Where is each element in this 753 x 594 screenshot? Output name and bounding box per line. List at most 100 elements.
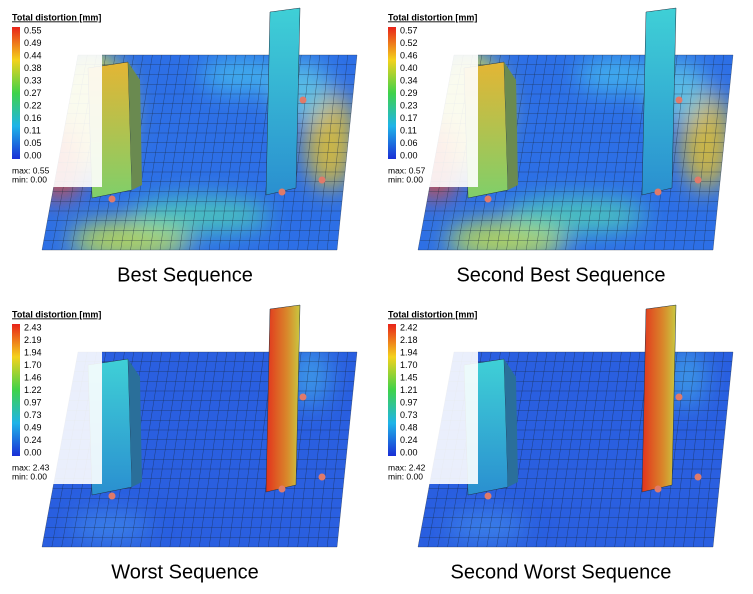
distortion-spot xyxy=(200,57,280,93)
caption: Best Sequence xyxy=(117,264,253,286)
panel: Total distortion [mm] 0.57 0.52 0.46 0.40 0.3… xyxy=(386,7,734,286)
weld-point xyxy=(654,485,662,493)
scale-label: 0.48 xyxy=(400,422,418,432)
scale-label: 0.17 xyxy=(400,113,418,123)
scale-label: 0.00 xyxy=(24,150,42,160)
legend-bg xyxy=(386,309,478,484)
max-label: max: 0.55 xyxy=(12,165,50,175)
weld-point xyxy=(484,492,492,500)
scale-label: 0.24 xyxy=(400,435,418,445)
scale-label: 1.70 xyxy=(24,360,42,370)
min-label: min: 0.00 xyxy=(388,174,423,184)
scale-label: 0.40 xyxy=(400,63,418,73)
scale-label: 0.16 xyxy=(24,113,42,123)
legend-title: Total distortion [mm] xyxy=(388,309,477,319)
wall-right xyxy=(641,7,677,196)
scale-label: 0.11 xyxy=(24,125,41,135)
scale-label: 0.44 xyxy=(24,50,42,60)
weld-point xyxy=(654,188,662,196)
wall-left-side xyxy=(504,359,518,487)
weld-point xyxy=(675,96,683,104)
scale-label: 0.27 xyxy=(24,88,42,98)
scale-label: 0.97 xyxy=(400,397,418,407)
scale-label: 0.00 xyxy=(400,150,418,160)
legend-title: Total distortion [mm] xyxy=(12,12,101,22)
distortion-spot xyxy=(446,512,526,542)
legend-bg xyxy=(10,12,102,187)
scale-label: 1.46 xyxy=(24,372,42,382)
scale-label: 0.11 xyxy=(400,125,417,135)
caption: Second Best Sequence xyxy=(456,264,665,286)
scale-label: 1.21 xyxy=(400,385,418,395)
max-label: max: 2.42 xyxy=(388,462,426,472)
weld-point xyxy=(484,195,492,203)
weld-point xyxy=(278,485,286,493)
weld-point xyxy=(108,195,116,203)
weld-point xyxy=(318,473,326,481)
wall-left-side xyxy=(504,62,518,190)
min-label: min: 0.00 xyxy=(388,471,423,481)
scale-label: 0.49 xyxy=(24,38,42,48)
weld-point xyxy=(318,176,326,184)
scale-label: 1.94 xyxy=(24,347,42,357)
wall-left-side xyxy=(128,62,142,190)
scale-label: 1.45 xyxy=(400,372,418,382)
scale-label: 0.52 xyxy=(400,38,418,48)
scale-label: 0.06 xyxy=(400,138,418,148)
max-label: max: 0.57 xyxy=(388,165,426,175)
scale-label: 0.23 xyxy=(400,100,418,110)
scale-label: 0.46 xyxy=(400,50,418,60)
caption: Worst Sequence xyxy=(111,561,259,583)
scale-label: 0.49 xyxy=(24,422,42,432)
distortion-spot xyxy=(130,197,270,233)
distortion-spot xyxy=(70,512,150,542)
color-scale xyxy=(12,27,20,159)
legend-bg xyxy=(386,12,478,187)
scale-label: 0.05 xyxy=(24,138,42,148)
color-scale xyxy=(388,27,396,159)
weld-point xyxy=(299,96,307,104)
scale-label: 2.42 xyxy=(400,322,418,332)
scale-label: 0.73 xyxy=(24,410,42,420)
min-label: min: 0.00 xyxy=(12,174,47,184)
scale-label: 1.22 xyxy=(24,385,42,395)
scale-label: 0.34 xyxy=(400,75,418,85)
scale-label: 1.94 xyxy=(400,347,418,357)
legend-bg xyxy=(10,309,102,484)
scale-label: 0.33 xyxy=(24,75,42,85)
scale-label: 0.97 xyxy=(24,397,42,407)
scale-label: 0.00 xyxy=(400,447,418,457)
distortion-spot xyxy=(506,197,646,233)
color-scale xyxy=(388,324,396,456)
wall-right xyxy=(265,304,301,493)
legend-title: Total distortion [mm] xyxy=(388,12,477,22)
scale-label: 0.38 xyxy=(24,63,42,73)
scale-label: 2.43 xyxy=(24,322,42,332)
weld-point xyxy=(694,473,702,481)
scale-label: 0.73 xyxy=(400,410,418,420)
legend-title: Total distortion [mm] xyxy=(12,309,101,319)
scale-label: 0.57 xyxy=(400,25,418,35)
distortion-spot xyxy=(681,90,731,190)
scale-label: 0.24 xyxy=(24,435,42,445)
scale-label: 2.19 xyxy=(24,335,42,345)
scale-label: 0.00 xyxy=(24,447,42,457)
wall-left-side xyxy=(128,359,142,487)
scale-label: 1.70 xyxy=(400,360,418,370)
caption: Second Worst Sequence xyxy=(451,561,672,583)
weld-point xyxy=(278,188,286,196)
scale-label: 2.18 xyxy=(400,335,418,345)
scale-label: 0.29 xyxy=(400,88,418,98)
wall-right xyxy=(641,304,677,493)
panel: Total distortion [mm] 2.43 2.19 1.94 1.70 1.4… xyxy=(10,304,358,583)
panel: Total distortion [mm] 0.55 0.49 0.44 0.38 0.3… xyxy=(10,7,358,286)
weld-point xyxy=(299,393,307,401)
color-scale xyxy=(12,324,20,456)
weld-point xyxy=(108,492,116,500)
scale-label: 0.55 xyxy=(24,25,42,35)
distortion-spot xyxy=(305,90,355,190)
scale-label: 0.22 xyxy=(24,100,42,110)
max-label: max: 2.43 xyxy=(12,462,50,472)
wall-right xyxy=(265,7,301,196)
